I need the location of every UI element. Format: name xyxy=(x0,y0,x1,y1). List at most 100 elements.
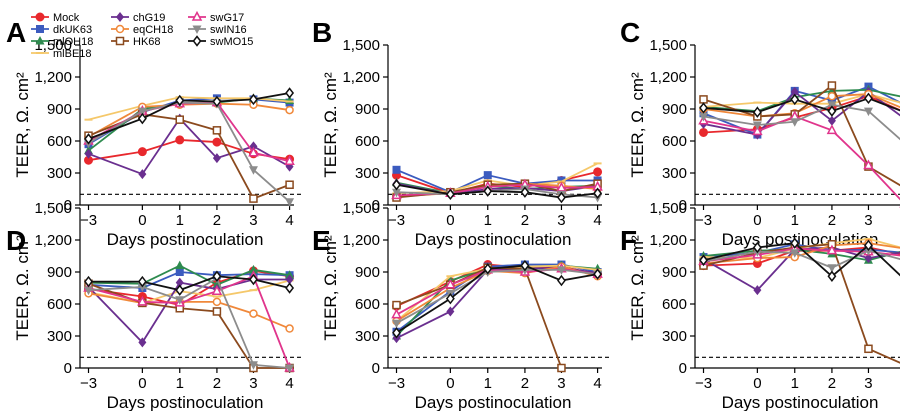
data-point xyxy=(392,300,401,310)
series-line xyxy=(703,85,900,136)
data-point xyxy=(790,118,800,127)
data-point xyxy=(212,297,222,307)
data-point xyxy=(248,146,259,157)
data-point xyxy=(137,107,147,117)
series-line xyxy=(88,275,290,292)
legend-label: chG19 xyxy=(133,12,165,24)
data-point xyxy=(483,185,493,197)
y-tick-label: 300 xyxy=(47,165,72,182)
y-tick-label: 1,500 xyxy=(342,200,380,217)
legend-label: eqCH18 xyxy=(133,24,173,36)
data-point xyxy=(138,337,147,348)
data-point xyxy=(827,96,836,105)
data-point xyxy=(84,148,93,159)
data-point xyxy=(827,264,837,273)
data-point xyxy=(593,187,603,199)
legend-swatch-marker xyxy=(36,25,44,33)
data-point xyxy=(520,186,530,198)
y-tick-label: 600 xyxy=(47,133,72,150)
data-point xyxy=(557,176,566,185)
y-tick-label: 600 xyxy=(662,133,687,150)
data-point xyxy=(212,153,221,164)
x-tick-label: 0 xyxy=(138,212,146,229)
series-line xyxy=(396,168,598,194)
y-axis-label: TEER, Ω. cm² xyxy=(628,72,647,178)
y-tick-label: 0 xyxy=(372,197,380,214)
x-tick-label: −3 xyxy=(80,375,97,392)
series-line xyxy=(703,84,900,187)
x-tick-label: 1 xyxy=(791,375,799,392)
data-point xyxy=(175,135,185,145)
legend-label: Mock xyxy=(53,12,80,24)
x-tick-label: 2 xyxy=(213,375,221,392)
series-line xyxy=(703,103,900,141)
data-point xyxy=(392,179,401,191)
y-tick-label: 300 xyxy=(355,165,380,182)
y-tick-label: 1,200 xyxy=(342,232,380,249)
x-tick-label: 1 xyxy=(484,212,492,229)
data-point xyxy=(556,266,566,275)
data-point xyxy=(175,94,185,107)
data-point xyxy=(285,180,294,189)
x-axis-label: Days postinoculation xyxy=(415,393,572,411)
data-point xyxy=(864,239,873,252)
data-point xyxy=(284,155,295,166)
x-tick-label: 1 xyxy=(791,212,799,229)
series-line xyxy=(396,183,598,199)
y-tick-label: 1,200 xyxy=(34,69,72,86)
data-point xyxy=(445,188,455,201)
x-tick-label: −3 xyxy=(695,375,712,392)
series-line xyxy=(88,101,291,203)
y-axis-label: TEER, Ω. cm² xyxy=(13,235,32,341)
data-point xyxy=(445,292,455,305)
data-point xyxy=(212,270,222,282)
data-point xyxy=(699,127,709,137)
y-tick-label: 900 xyxy=(355,264,380,281)
y-tick-label: 0 xyxy=(372,360,380,377)
y-tick-label: 1,500 xyxy=(649,37,687,54)
panel-label: C xyxy=(620,17,640,48)
series-swG17 xyxy=(83,96,295,166)
legend-label: swIN16 xyxy=(210,24,247,36)
series-swMO15 xyxy=(699,237,900,282)
data-point xyxy=(392,327,401,339)
y-tick-label: 900 xyxy=(662,101,687,118)
y-tick-label: 1,200 xyxy=(342,69,380,86)
series-swMO15 xyxy=(84,270,295,296)
data-point xyxy=(752,106,762,118)
y-tick-label: 300 xyxy=(662,165,687,182)
data-point xyxy=(84,286,94,296)
series-line xyxy=(88,264,290,286)
data-point xyxy=(864,344,873,354)
y-tick-label: 900 xyxy=(47,264,72,281)
x-axis-label: Days postinoculation xyxy=(415,230,572,249)
legend-swatch-marker xyxy=(192,35,202,47)
data-point xyxy=(285,87,295,99)
y-tick-label: 600 xyxy=(355,296,380,313)
series-swIN16 xyxy=(84,99,295,207)
data-point xyxy=(138,169,147,180)
series-line xyxy=(88,102,290,138)
data-point xyxy=(212,95,222,108)
data-point xyxy=(137,147,147,157)
x-tick-label: 3 xyxy=(864,212,872,229)
series-line xyxy=(703,246,900,292)
data-point xyxy=(752,121,762,130)
series-line xyxy=(396,188,598,199)
legend-item: eqCH18 xyxy=(111,24,173,36)
x-tick-label: −3 xyxy=(388,212,405,229)
data-point xyxy=(864,253,873,264)
data-point xyxy=(827,115,836,126)
data-point xyxy=(752,241,762,254)
legend-label: mlBE18 xyxy=(53,48,92,60)
x-tick-label: −3 xyxy=(80,212,97,229)
data-point xyxy=(248,361,258,370)
data-point xyxy=(483,171,492,180)
data-point xyxy=(137,283,147,292)
data-point xyxy=(826,244,838,255)
series-line xyxy=(88,117,291,176)
data-point xyxy=(249,194,258,203)
y-tick-label: 1,200 xyxy=(649,232,687,249)
legend-label: mlOH18 xyxy=(53,36,93,48)
